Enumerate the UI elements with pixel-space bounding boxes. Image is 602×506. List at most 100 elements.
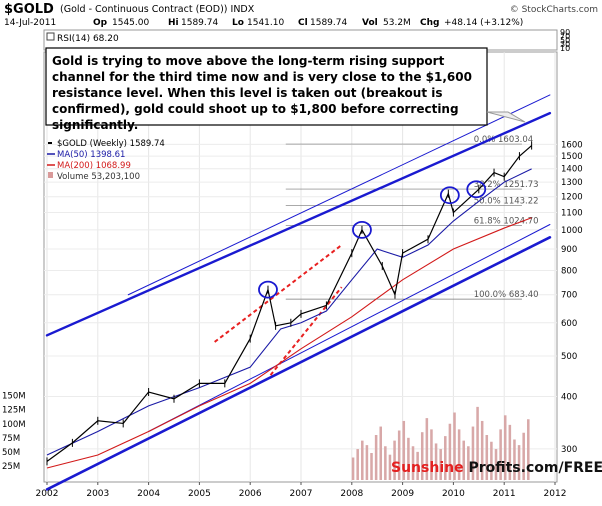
legend-item-label: $GOLD (Weekly) 1589.74	[57, 139, 165, 149]
volume-bar	[476, 406, 479, 480]
volume-bars	[351, 406, 530, 480]
trend-lines	[45, 94, 552, 491]
y-tick-label: 600	[561, 319, 577, 329]
y-tick-label: 1500	[561, 152, 583, 162]
volume-bar	[448, 423, 452, 480]
quote-change-label: Chg	[420, 18, 439, 28]
volume-bar	[490, 441, 493, 480]
channel-upper	[45, 111, 552, 337]
x-tick-label: 2003	[86, 489, 109, 499]
annotation: Gold is trying to move above the long-te…	[45, 47, 526, 132]
y-tick-label: 1400	[561, 165, 583, 175]
circle-2006	[258, 280, 278, 299]
volume-bar	[388, 454, 392, 480]
volume-bar	[397, 430, 401, 480]
rsi-panel	[43, 29, 558, 51]
volume-bar	[420, 432, 424, 480]
watermark-text: Sunshine Profits.com/FREE	[391, 460, 602, 476]
quote-close: 1589.74	[310, 18, 347, 28]
volume-tick-label: 25M	[2, 462, 20, 472]
y-tick-label: 900	[561, 245, 577, 255]
support-lower	[45, 236, 552, 491]
volume-bar	[402, 420, 406, 480]
volume-tick-label: 100M	[2, 420, 26, 430]
volume-bar	[393, 440, 396, 480]
rsi-tick-label: 70	[560, 32, 570, 41]
quote-high-label: Hi	[168, 18, 179, 28]
y-tick-label: 1600	[561, 140, 583, 150]
x-tick-label: 2005	[188, 489, 211, 499]
price-series	[46, 141, 533, 466]
chart-date: 14-Jul-2011	[4, 18, 56, 28]
y-tick-label: 500	[561, 352, 577, 362]
quote-high: 1589.74	[181, 18, 218, 28]
x-axis: 2002 2003 2004 2005 2006 2007 2008 2009 2010 2011…	[36, 482, 567, 499]
volume-bar	[457, 429, 461, 480]
volume-axis: 150M 125M 100M 75M 50M 25M	[2, 392, 26, 472]
volume-tick-label: 125M	[2, 406, 26, 416]
volume-bar	[416, 451, 419, 480]
quote-close-label: Cl	[298, 18, 308, 28]
volume-bar	[425, 418, 429, 480]
watermark: Sunshine Profits.com/FREE	[391, 460, 602, 476]
volume-bar	[462, 440, 466, 480]
legend-swatch	[48, 172, 53, 178]
volume-bar	[374, 435, 378, 480]
x-tick-label: 2009	[391, 489, 414, 499]
volume-tick-label: 75M	[2, 434, 20, 444]
quote-open: 1545.00	[112, 18, 149, 28]
x-tick-label: 2008	[340, 489, 363, 499]
volume-bar	[522, 432, 525, 480]
volume-bar	[370, 453, 373, 480]
volume-bar	[444, 436, 447, 480]
legend-item-label: MA(50) 1398.61	[57, 150, 125, 160]
volume-bar	[361, 440, 364, 480]
volume-bar	[434, 443, 438, 480]
quote-volume-label: Vol	[362, 18, 378, 28]
volume-bar	[356, 449, 359, 480]
y-tick-label: 1200	[561, 193, 583, 203]
y-tick-label: 300	[561, 445, 577, 455]
volume-bar	[351, 457, 355, 480]
chart-title: $GOLD	[4, 2, 54, 17]
volume-bar	[527, 419, 530, 480]
volume-bar	[365, 445, 369, 480]
fib-label: 38.2% 1251.73	[474, 180, 539, 190]
rsi-tick-label: 90	[560, 28, 570, 37]
y-tick-label: 800	[561, 266, 577, 276]
volume-bar	[508, 424, 512, 480]
chart-subtitle: (Gold - Continuous Contract (EOD)) INDX	[60, 4, 255, 15]
channel-mid	[127, 94, 551, 296]
quote-low-label: Lo	[232, 18, 244, 28]
rsi-checkbox-icon	[46, 32, 55, 41]
volume-bar	[384, 446, 387, 480]
volume-bar	[471, 426, 475, 480]
x-tick-label: 2007	[290, 489, 313, 499]
x-tick-label: 2010	[442, 489, 465, 499]
circle-2008	[352, 220, 372, 239]
quote-open-label: Op	[93, 18, 108, 28]
legend-item-label: MA(200) 1068.99	[57, 161, 131, 171]
volume-tick-label: 50M	[2, 448, 20, 458]
volume-bar	[467, 446, 470, 480]
dashed-upper	[214, 244, 343, 343]
volume-bar	[411, 446, 415, 480]
ma200-line	[46, 217, 532, 469]
volume-bar	[480, 420, 484, 480]
rsi-label: RSI(14) 68.20	[57, 34, 119, 44]
x-tick-label: 2002	[36, 489, 59, 499]
quote-volume: 53.2M	[383, 18, 411, 28]
x-tick-label: 2011	[493, 489, 516, 499]
circle-2010b	[466, 180, 487, 199]
volume-bar	[453, 412, 456, 480]
volume-bar	[494, 449, 498, 480]
chart-source: © StockCharts.com	[510, 5, 598, 15]
x-tick-label: 2012	[544, 489, 567, 499]
y-tick-label: 1000	[561, 226, 583, 236]
annotation-line: significantly.	[52, 118, 138, 132]
x-tick-label: 2006	[239, 489, 262, 499]
